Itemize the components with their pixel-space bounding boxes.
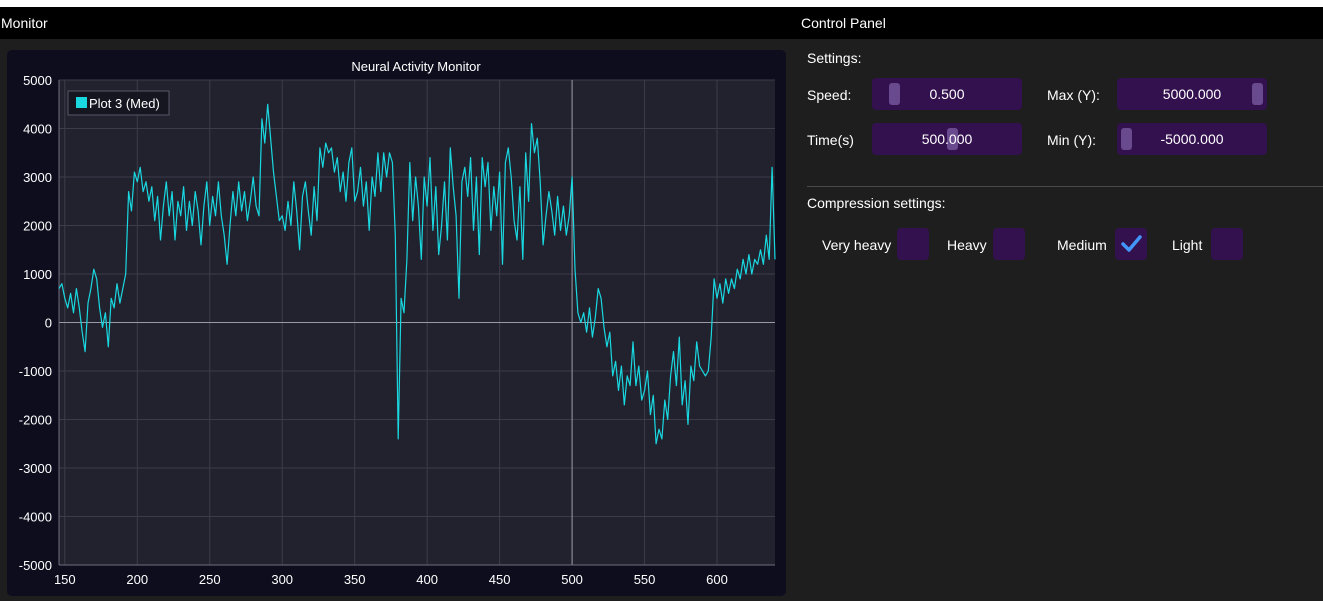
min-y-slider[interactable]: -5000.000	[1117, 123, 1267, 155]
x-tick-label: 200	[126, 572, 148, 587]
neural-activity-chart[interactable]: 150 200 250 300 350 400 450 500 550 600 5000 4000 30…	[7, 50, 786, 596]
time-slider[interactable]: 500.000	[872, 123, 1022, 155]
light-checkbox[interactable]	[1211, 228, 1243, 260]
speed-label: Speed:	[807, 87, 852, 103]
control-panel-title: Control Panel	[801, 15, 886, 31]
speed-slider[interactable]: 0.500	[872, 78, 1022, 110]
y-tick-label: 4000	[23, 122, 52, 137]
max-y-value: 5000.000	[1162, 86, 1222, 102]
section-separator	[807, 186, 1323, 187]
medium-checkbox[interactable]	[1115, 228, 1147, 260]
y-tick-label: -5000	[19, 558, 52, 573]
app-window: Monitor Control Panel 150 200 250 300 350 400…	[0, 7, 1323, 601]
time-slider-grab[interactable]	[946, 128, 958, 150]
min-y-slider-grab[interactable]	[1121, 128, 1132, 150]
series-line-plot-3[interactable]	[58, 103, 776, 445]
compression-heading: Compression settings:	[807, 195, 946, 211]
chart-title: Neural Activity Monitor	[351, 59, 481, 74]
x-tick-label: 400	[416, 572, 438, 587]
medium-label: Medium	[1057, 237, 1107, 253]
heavy-checkbox[interactable]	[993, 228, 1025, 260]
y-tick-label: -3000	[19, 461, 52, 476]
x-tick-label: 150	[54, 572, 76, 587]
control-panel-title-bar[interactable]: Control Panel	[795, 7, 1323, 39]
y-tick-label: -4000	[19, 510, 52, 525]
max-y-slider-grab[interactable]	[1252, 83, 1263, 105]
monitor-panel: 150 200 250 300 350 400 450 500 550 600 5000 4000 30…	[7, 50, 786, 596]
x-tick-label: 300	[271, 572, 293, 587]
heavy-label: Heavy	[947, 237, 987, 253]
y-tick-label: 5000	[23, 73, 52, 88]
x-tick-label: 500	[561, 572, 583, 587]
x-tick-label: 450	[489, 572, 511, 587]
time-value: 500.000	[921, 131, 973, 147]
max-y-label: Max (Y):	[1047, 87, 1100, 103]
x-tick-label: 250	[199, 572, 221, 587]
x-tick-label: 600	[706, 572, 728, 587]
very-heavy-checkbox[interactable]	[897, 228, 929, 260]
min-y-label: Min (Y):	[1047, 132, 1096, 148]
settings-heading: Settings:	[807, 50, 862, 66]
monitor-title: Monitor	[1, 15, 48, 31]
legend-swatch	[76, 97, 87, 108]
monitor-title-bar[interactable]: Monitor	[0, 7, 795, 39]
legend-label: Plot 3 (Med)	[89, 96, 160, 111]
speed-slider-grab[interactable]	[889, 83, 901, 105]
y-tick-label: 3000	[23, 170, 52, 185]
y-tick-label: -1000	[19, 364, 52, 379]
very-heavy-label: Very heavy	[822, 237, 892, 253]
time-label: Time(s)	[807, 132, 854, 148]
min-y-value: -5000.000	[1160, 131, 1224, 147]
speed-value: 0.500	[929, 86, 965, 102]
x-tick-label: 350	[344, 572, 366, 587]
x-tick-label: 550	[634, 572, 656, 587]
checkmark-icon	[1121, 235, 1142, 252]
y-tick-label: -2000	[19, 413, 52, 428]
light-label: Light	[1172, 237, 1203, 253]
y-tick-label: 1000	[23, 267, 52, 282]
y-tick-label: 2000	[23, 219, 52, 234]
max-y-slider[interactable]: 5000.000	[1117, 78, 1267, 110]
y-tick-label: 0	[45, 316, 52, 331]
